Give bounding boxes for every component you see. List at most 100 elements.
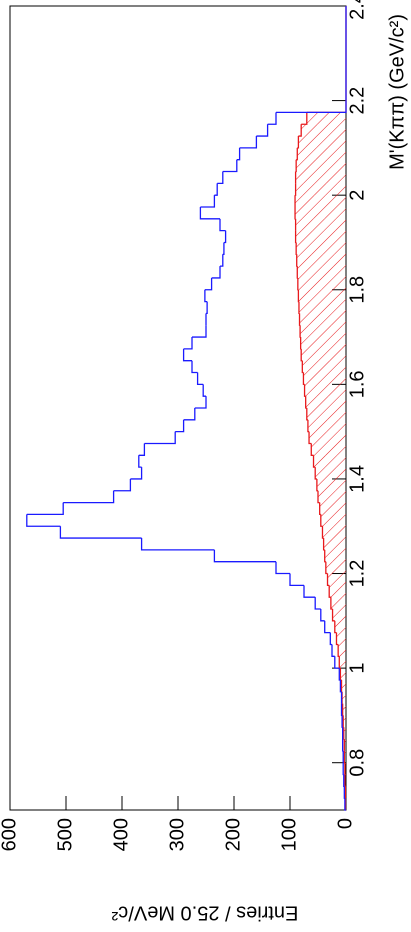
histogram-step [289,573,304,587]
histogram-step [299,337,302,350]
histogram-step [301,112,308,125]
histogram-step [26,514,61,527]
hatched-bar [296,159,346,172]
histogram-step [130,467,143,480]
histogram-step [306,408,308,421]
histogram-step [267,112,277,125]
histogram-step [334,656,340,669]
hatched-bar [300,325,346,338]
x-tick-label: 1.6 [346,370,368,398]
histogram-step [294,230,297,244]
hatched-bar [340,668,346,680]
hatched-bar [322,526,346,539]
histogram-step [183,337,193,350]
hatched-bar [295,230,346,243]
hatched-bar [298,289,346,302]
histogram-step [214,183,218,196]
histogram-step [297,136,300,149]
histogram-step [342,715,344,728]
histogram-step [213,549,276,563]
hatched-bar [297,266,346,278]
histogram-step [204,277,213,291]
histogram-step [256,124,269,137]
hatched-bar [306,112,346,125]
histogram-step [310,443,314,456]
histogram-step [200,195,216,208]
histogram-step [340,703,343,717]
hatched-bar [305,396,346,408]
hatched-bar [295,207,346,219]
histogram-step [144,431,176,445]
x-tick-label: 1.2 [346,560,368,588]
histogram-step [175,419,185,433]
histogram-step [239,136,258,149]
histogram-step [343,774,345,788]
hatched-bar [344,739,346,751]
histogram-step [275,561,290,575]
y-axis-title: Entries / 25.0 MeV/c² [111,902,298,924]
histogram-step [63,490,115,504]
hatched-bar [319,502,346,515]
hatched-bar [324,549,346,562]
histogram-step [196,372,204,386]
histogram-step [297,277,299,291]
histogram-step [329,632,332,646]
histogram-step [330,597,333,610]
histogram-step [297,289,300,303]
histogram-step [303,384,306,397]
hatched-bar [298,136,346,148]
histogram-step [320,609,325,622]
hatched-bar [342,703,346,716]
histogram-step [113,478,132,492]
x-tick-label: 1.4 [346,465,368,493]
histogram-step [342,762,344,776]
x-tick-label: 2 [346,190,368,201]
histogram-step [294,207,296,220]
hatched-bar [309,431,346,444]
hatched-bar [295,183,346,196]
hatched-bar [342,691,346,704]
hatched-bar [297,277,346,290]
hatched-bar [295,171,346,184]
histogram-step [335,632,339,646]
hatched-bar [344,750,346,763]
histogram-step [298,301,300,315]
histogram-step [331,609,335,622]
hatched-bar [298,301,346,314]
histogram-step [314,597,321,610]
hatched-bar [320,514,346,527]
hatched-bar [341,679,346,692]
histogram-step [312,455,316,468]
histogram-step [294,183,297,196]
histogram-step [343,786,345,799]
hatched-bar [297,147,346,160]
histogram-step [307,419,310,433]
histogram-step [192,325,207,338]
histogram-step [338,668,341,681]
histogram-step [138,443,146,456]
histogram-step [236,147,241,161]
histogram-step [296,266,298,279]
y-tick-label: 500 [54,818,76,851]
hatched-bar [339,656,346,669]
histogram-step [298,124,302,137]
x-tick-label: 2.4 [346,0,368,20]
hatched-bar [303,372,346,385]
hatched-bar [311,443,346,456]
hatched-bar [318,490,346,503]
x-tick-label: 0.8 [346,749,368,777]
histogram-step [222,159,238,173]
hatched-bar [338,644,346,657]
histogram-step [325,561,328,575]
hatched-bar [343,715,346,728]
histogram-step [295,242,297,255]
histogram-step [344,798,346,811]
y-tick-label: 400 [110,818,132,851]
hatched-bar [316,478,346,491]
histogram-step [59,526,142,539]
histogram-step [339,679,342,693]
hatched-bar [330,597,346,609]
histogram-step [320,514,323,527]
histogram-step [199,207,220,220]
hatched-bar [301,124,346,137]
